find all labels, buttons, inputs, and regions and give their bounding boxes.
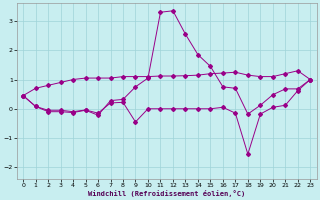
- X-axis label: Windchill (Refroidissement éolien,°C): Windchill (Refroidissement éolien,°C): [88, 190, 245, 197]
